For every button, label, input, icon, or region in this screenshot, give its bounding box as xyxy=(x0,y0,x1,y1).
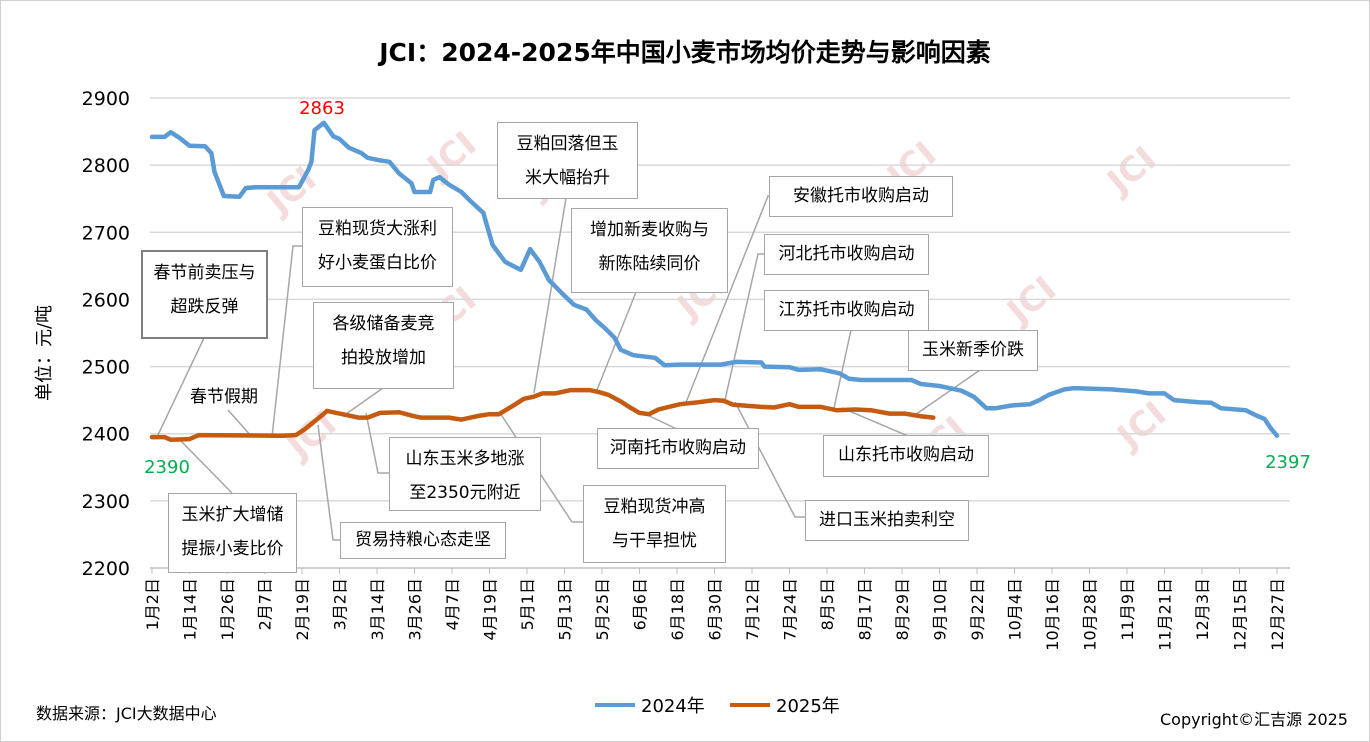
annotation-box: 进口玉米拍卖利空 xyxy=(805,500,969,541)
x-tick-label: 3月26日 xyxy=(406,578,425,641)
end-label: 2397 xyxy=(1265,452,1311,473)
y-tick-label: 2900 xyxy=(82,88,130,110)
x-tick-label: 11月9日 xyxy=(1118,578,1137,641)
x-tick-label: 8月5日 xyxy=(818,578,837,630)
x-tick-label: 4月19日 xyxy=(481,578,500,641)
x-tick-label: 3月2日 xyxy=(331,578,350,630)
watermark-logo: JCI xyxy=(999,269,1065,333)
annotation-box: 山东托市收购启动 xyxy=(823,435,989,477)
x-tick-label: 1月26日 xyxy=(218,578,237,641)
x-tick-label: 12月3日 xyxy=(1193,578,1212,641)
x-tick-label: 6月6日 xyxy=(631,578,650,630)
x-tick-label: 3月14日 xyxy=(368,578,387,641)
annotation-box: 豆粕现货冲高 与干旱担忧 xyxy=(583,485,726,563)
leader-line xyxy=(724,253,764,401)
annotation-box: 各级储备麦竞 拍投放增加 xyxy=(313,302,454,389)
annotation-box: 玉米新季价跌 xyxy=(908,330,1038,371)
x-tick-label: 10月16日 xyxy=(1043,578,1062,651)
x-tick-label: 5月1日 xyxy=(518,578,537,630)
annotation-box: 豆粕现货大涨利 好小麦蛋白比价 xyxy=(302,207,453,287)
legend-swatch xyxy=(595,703,635,707)
leader-line xyxy=(365,412,389,474)
watermark-logo: JCI xyxy=(419,124,485,188)
leader-line xyxy=(911,369,981,418)
annotation-text: 春节假期 xyxy=(190,387,258,407)
x-tick-label: 8月29日 xyxy=(893,578,912,641)
y-tick-label: 2200 xyxy=(82,558,130,580)
leader-line xyxy=(156,337,205,438)
x-tick-label: 6月18日 xyxy=(668,578,687,641)
x-tick-label: 6月30日 xyxy=(706,578,725,641)
x-tick-label: 10月4日 xyxy=(1006,578,1025,641)
y-tick-label: 2600 xyxy=(82,289,130,311)
annotation-box: 安徽托市收购启动 xyxy=(769,176,953,217)
leader-line xyxy=(317,424,340,541)
leader-line xyxy=(833,329,852,409)
x-tick-label: 7月24日 xyxy=(781,578,800,641)
annotation-box: 河南托市收购启动 xyxy=(597,428,759,469)
x-tick-label: 1月14日 xyxy=(181,578,200,641)
annotation-box: 增加新麦收购与 新陈陆续同价 xyxy=(571,208,728,293)
annotation-box: 春节前卖压与 超跌反弹 xyxy=(141,250,268,339)
x-tick-label: 9月22日 xyxy=(968,578,987,641)
x-tick-label: 12月27日 xyxy=(1268,578,1287,651)
x-tick-label: 8月17日 xyxy=(856,578,875,641)
watermark-logo: JCI xyxy=(1099,139,1165,203)
chart-title: JCI：2024-2025年中国小麦市场均价走势与影响因素 xyxy=(379,38,991,67)
annotation-box: 贸易持粮心态走坚 xyxy=(340,522,506,559)
start-label: 2390 xyxy=(144,457,190,478)
leader-line xyxy=(271,245,302,438)
peak-label: 2863 xyxy=(299,98,345,119)
leader-line xyxy=(179,439,233,494)
y-tick-label: 2800 xyxy=(82,155,130,177)
legend-item-2024: 2024年 xyxy=(595,692,705,718)
x-tick-label: 11月21日 xyxy=(1156,578,1175,651)
copyright: Copyright©汇吉源 2025 xyxy=(1160,710,1348,729)
series-line-2024年 xyxy=(149,120,1280,438)
watermark-logo: JCI xyxy=(1109,394,1175,458)
data-source: 数据来源：JCI大数据中心 xyxy=(36,704,217,723)
annotation-box: 河北托市收购启动 xyxy=(764,234,929,275)
x-tick-label: 12月15日 xyxy=(1231,578,1250,651)
x-tick-label: 4月7日 xyxy=(443,578,462,630)
leader-line xyxy=(345,387,384,415)
annotation-box: 山东玉米多地涨 至2350元附近 xyxy=(389,437,541,511)
x-tick-label: 5月25日 xyxy=(593,578,612,641)
annotation-box: 豆粕回落但玉 米大幅抬升 xyxy=(497,122,638,199)
legend-swatch xyxy=(730,703,770,707)
leader-line xyxy=(533,197,567,394)
legend-item-2025: 2025年 xyxy=(730,692,840,718)
series-line-2025年 xyxy=(149,387,936,443)
x-tick-label: 10月28日 xyxy=(1081,578,1100,651)
x-tick-label: 1月2日 xyxy=(143,578,162,630)
x-tick-label: 2月7日 xyxy=(256,578,275,630)
annotation-box: 江苏托市收购启动 xyxy=(764,290,929,331)
x-tick-label: 9月10日 xyxy=(931,578,950,641)
x-tick-label: 5月13日 xyxy=(556,578,575,641)
y-tick-label: 2500 xyxy=(82,357,130,379)
x-tick-label: 2月19日 xyxy=(293,578,312,641)
annotation-box: 玉米扩大增储 提振小麦比价 xyxy=(168,493,297,573)
x-tick-label: 7月12日 xyxy=(743,578,762,641)
y-tick-label: 2300 xyxy=(82,491,130,513)
y-tick-label: 2400 xyxy=(82,424,130,446)
leader-line xyxy=(841,407,909,437)
y-tick-label: 2700 xyxy=(82,222,130,244)
leader-line xyxy=(227,409,253,438)
